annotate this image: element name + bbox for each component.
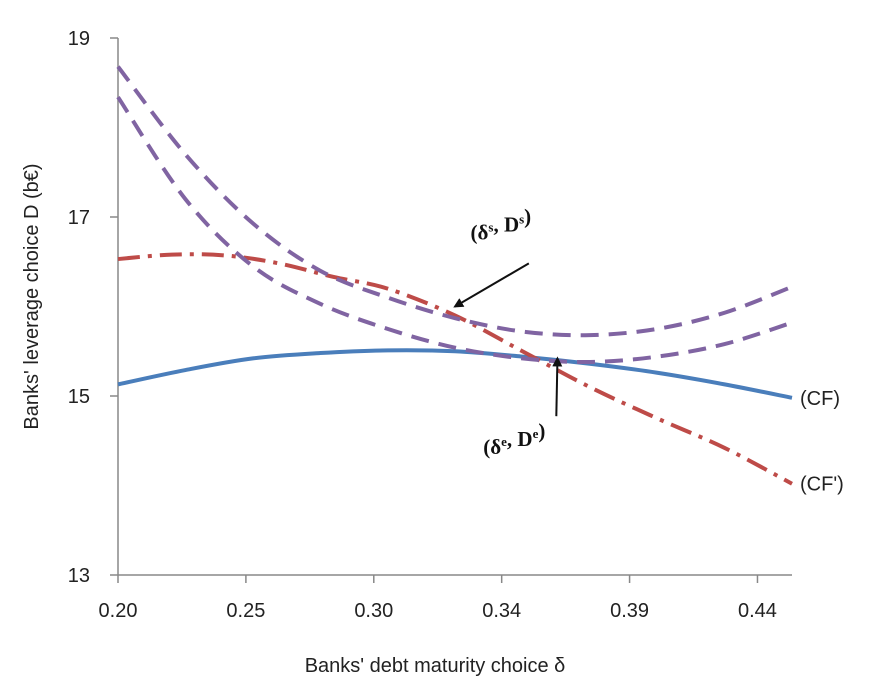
series-label: (CF') — [800, 474, 844, 496]
x-tick-label: 0.34 — [482, 600, 521, 622]
dashed-line-3 — [116, 95, 793, 365]
x-tick-label: 0.30 — [354, 600, 393, 622]
y-tick-label: 13 — [68, 565, 90, 587]
x-tick-label: 0.44 — [738, 600, 777, 622]
y-tick-label: 15 — [68, 386, 90, 408]
series-lines — [116, 65, 793, 486]
annotation-label-equilibrium: (δe, De) — [483, 419, 545, 459]
annotation-arrow-equilibrium — [552, 356, 563, 417]
axis-ticks: 13 15 17 19 0.20 0.25 0.30 0.34 0.39 0.44 — [68, 28, 777, 622]
cf-line-0 — [117, 348, 793, 400]
x-axis-title: Banks' debt maturity choice δ — [305, 655, 566, 677]
dashed-line-2 — [116, 65, 793, 338]
series-labels: (CF) (CF') — [800, 388, 844, 496]
y-tick-label: 19 — [68, 28, 90, 50]
annotation-arrow-strategic — [453, 262, 530, 308]
x-tick-label: 0.39 — [610, 600, 649, 622]
cf-prime-line-1 — [117, 252, 793, 486]
annotations: (δs, Ds) (δe, De) — [453, 204, 563, 459]
y-tick-label: 17 — [68, 207, 90, 229]
y-axis-title: Banks' leverage choice D (b€) — [21, 163, 43, 429]
axes — [117, 38, 792, 576]
annotation-label-strategic: (δs, Ds) — [470, 204, 531, 244]
series-label: (CF) — [800, 388, 840, 410]
x-tick-label: 0.20 — [99, 600, 138, 622]
x-tick-label: 0.25 — [226, 600, 265, 622]
